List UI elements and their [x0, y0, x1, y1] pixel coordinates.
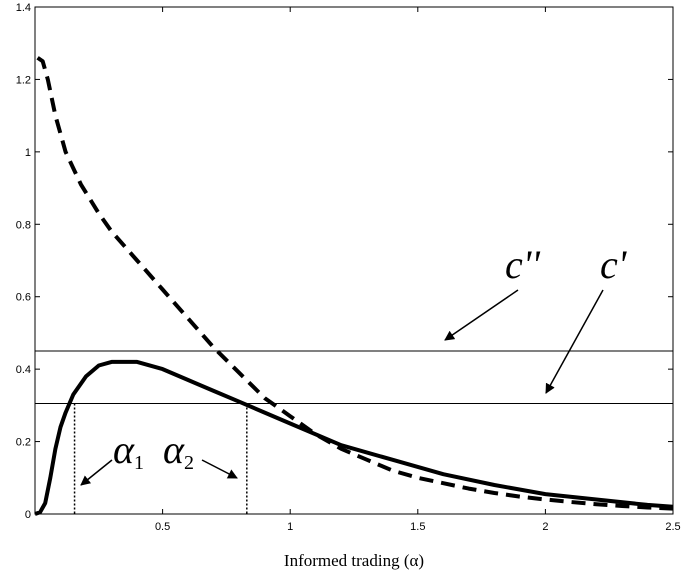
- x-tick-label: 2.5: [665, 521, 680, 533]
- x-tick-label: 1: [287, 521, 293, 533]
- y-tick-label: 1: [25, 147, 31, 159]
- y-tick-label: 0.6: [16, 292, 31, 304]
- y-tick-label: 0.8: [16, 219, 31, 231]
- y-tick-label: 1.2: [16, 74, 31, 86]
- alpha1-subscript: 1: [134, 452, 144, 474]
- x-tick-label: 0.5: [155, 521, 170, 533]
- x-tick-label: 2: [542, 521, 548, 533]
- alpha1-symbol: α: [113, 427, 135, 472]
- x-tick-label: 1.5: [410, 521, 425, 533]
- y-tick-label: 1.4: [16, 2, 31, 14]
- alpha2-label: α2: [163, 427, 194, 474]
- arrow-c-double-prime: [444, 289, 519, 341]
- arrow-c-prime: [545, 289, 604, 394]
- y-tick-label: 0.4: [16, 364, 31, 376]
- x-axis-ticks: 0.5 1 1.5 2 2.5: [155, 7, 681, 533]
- alpha1-label: α1: [113, 427, 144, 474]
- alpha2-symbol: α: [163, 427, 185, 472]
- c-prime-label: c': [600, 242, 628, 287]
- alpha2-subscript: 2: [184, 452, 194, 474]
- dashed-curve-line: [36, 56, 674, 511]
- arrow-alpha1: [80, 459, 113, 486]
- solid-curve-line: [34, 359, 674, 516]
- c-double-prime-label: c'': [505, 242, 541, 287]
- reference-lines: [35, 350, 673, 514]
- y-tick-label: 0.2: [16, 437, 31, 449]
- series-lines: [34, 56, 674, 516]
- arrow-alpha2: [201, 459, 238, 479]
- y-axis-ticks: 0 0.2 0.4 0.6 0.8 1 1.2 1.4: [16, 2, 673, 521]
- x-axis-title: Informed trading (α): [284, 551, 424, 570]
- plot-area-frame: [34, 6, 674, 515]
- y-tick-label: 0: [25, 509, 31, 521]
